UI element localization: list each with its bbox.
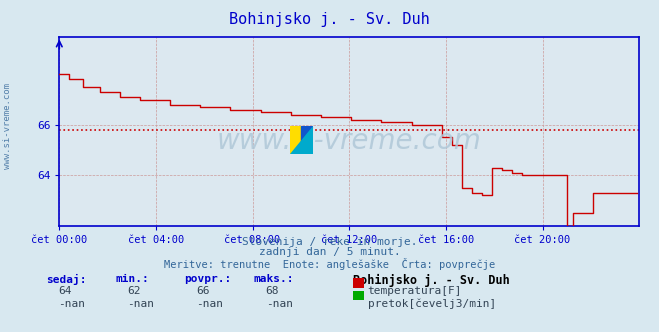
Text: sedaj:: sedaj: (46, 274, 86, 285)
Text: -nan: -nan (127, 299, 154, 309)
Text: -nan: -nan (266, 299, 293, 309)
Text: 62: 62 (127, 286, 140, 296)
Text: www.si-vreme.com: www.si-vreme.com (217, 126, 482, 155)
Text: min.:: min.: (115, 274, 149, 284)
Text: Meritve: trenutne  Enote: anglešaške  Črta: povprečje: Meritve: trenutne Enote: anglešaške Črta… (164, 258, 495, 270)
Text: www.si-vreme.com: www.si-vreme.com (3, 83, 13, 169)
Text: 64: 64 (58, 286, 71, 296)
Polygon shape (290, 126, 313, 154)
Text: 66: 66 (196, 286, 210, 296)
Bar (290, 126, 301, 154)
Text: pretok[čevelj3/min]: pretok[čevelj3/min] (368, 299, 496, 309)
Text: zadnji dan / 5 minut.: zadnji dan / 5 minut. (258, 247, 401, 257)
Text: Slovenija / reke in morje.: Slovenija / reke in morje. (242, 237, 417, 247)
Text: Bohinjsko j. - Sv. Duh: Bohinjsko j. - Sv. Duh (353, 274, 509, 287)
Text: -nan: -nan (58, 299, 85, 309)
Text: -nan: -nan (196, 299, 223, 309)
Text: povpr.:: povpr.: (185, 274, 232, 284)
Text: Bohinjsko j. - Sv. Duh: Bohinjsko j. - Sv. Duh (229, 12, 430, 27)
Text: temperatura[F]: temperatura[F] (368, 286, 462, 296)
Text: 68: 68 (266, 286, 279, 296)
Text: maks.:: maks.: (254, 274, 294, 284)
Bar (301, 126, 313, 154)
